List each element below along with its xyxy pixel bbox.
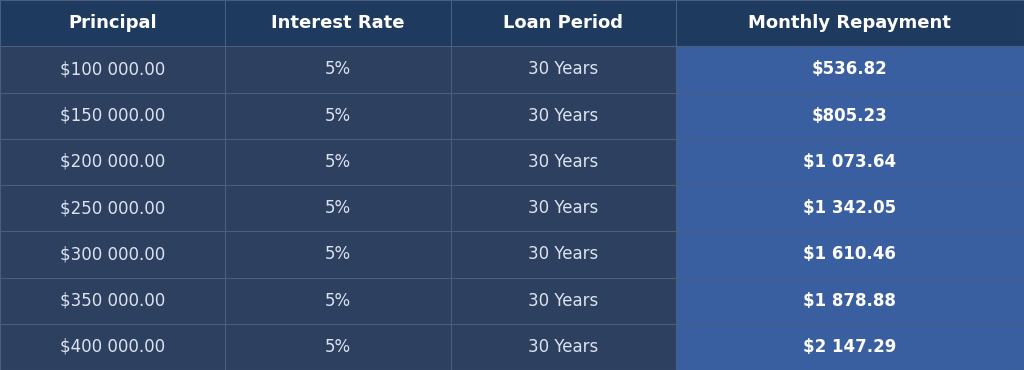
Bar xyxy=(676,185,1024,231)
Bar xyxy=(451,92,676,139)
Bar xyxy=(0,324,225,370)
Text: $1 610.46: $1 610.46 xyxy=(804,245,896,263)
Text: 30 Years: 30 Years xyxy=(528,292,598,310)
Text: 30 Years: 30 Years xyxy=(528,245,598,263)
Bar xyxy=(451,46,676,92)
Text: 5%: 5% xyxy=(325,60,351,78)
Text: 5%: 5% xyxy=(325,199,351,217)
Text: 5%: 5% xyxy=(325,292,351,310)
Bar xyxy=(225,324,451,370)
Bar xyxy=(451,0,676,46)
Text: $400 000.00: $400 000.00 xyxy=(60,338,165,356)
Text: $250 000.00: $250 000.00 xyxy=(60,199,165,217)
Bar xyxy=(0,139,225,185)
Text: 30 Years: 30 Years xyxy=(528,60,598,78)
Text: Principal: Principal xyxy=(69,14,157,32)
Text: 30 Years: 30 Years xyxy=(528,107,598,125)
Bar xyxy=(451,139,676,185)
Bar xyxy=(451,324,676,370)
Text: $2 147.29: $2 147.29 xyxy=(803,338,897,356)
Bar xyxy=(0,278,225,324)
Text: $200 000.00: $200 000.00 xyxy=(60,153,165,171)
Text: 30 Years: 30 Years xyxy=(528,153,598,171)
Bar xyxy=(225,278,451,324)
Text: 30 Years: 30 Years xyxy=(528,338,598,356)
Bar xyxy=(225,0,451,46)
Bar xyxy=(0,231,225,278)
Text: Loan Period: Loan Period xyxy=(503,14,624,32)
Bar xyxy=(451,231,676,278)
Bar xyxy=(225,46,451,92)
Text: 5%: 5% xyxy=(325,338,351,356)
Bar xyxy=(676,231,1024,278)
Text: $1 878.88: $1 878.88 xyxy=(804,292,896,310)
Bar xyxy=(225,231,451,278)
Text: $536.82: $536.82 xyxy=(812,60,888,78)
Bar xyxy=(676,0,1024,46)
Text: $300 000.00: $300 000.00 xyxy=(60,245,165,263)
Text: $1 342.05: $1 342.05 xyxy=(804,199,896,217)
Bar xyxy=(451,278,676,324)
Text: 30 Years: 30 Years xyxy=(528,199,598,217)
Bar xyxy=(676,324,1024,370)
Bar xyxy=(0,0,225,46)
Bar xyxy=(676,46,1024,92)
Bar xyxy=(225,185,451,231)
Text: $805.23: $805.23 xyxy=(812,107,888,125)
Text: Interest Rate: Interest Rate xyxy=(271,14,404,32)
Text: $1 073.64: $1 073.64 xyxy=(804,153,896,171)
Bar xyxy=(0,46,225,92)
Text: 5%: 5% xyxy=(325,245,351,263)
Text: Monthly Repayment: Monthly Repayment xyxy=(749,14,951,32)
Bar xyxy=(225,139,451,185)
Bar xyxy=(676,139,1024,185)
Text: $100 000.00: $100 000.00 xyxy=(60,60,165,78)
Bar xyxy=(676,92,1024,139)
Bar xyxy=(0,185,225,231)
Bar xyxy=(225,92,451,139)
Bar xyxy=(0,92,225,139)
Bar xyxy=(451,185,676,231)
Text: 5%: 5% xyxy=(325,107,351,125)
Text: $150 000.00: $150 000.00 xyxy=(60,107,165,125)
Text: $350 000.00: $350 000.00 xyxy=(60,292,165,310)
Text: 5%: 5% xyxy=(325,153,351,171)
Bar xyxy=(676,278,1024,324)
